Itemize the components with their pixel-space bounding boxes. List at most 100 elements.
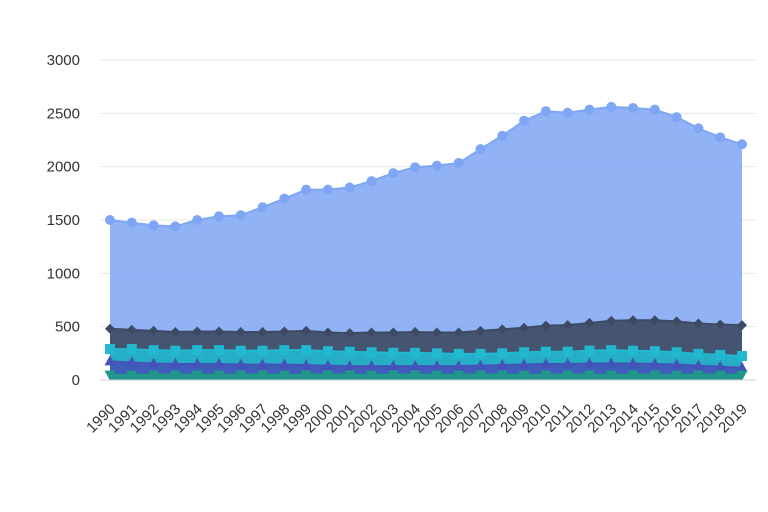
series-3-point[interactable] bbox=[671, 347, 682, 358]
series-2-point[interactable] bbox=[410, 327, 421, 337]
series-2-point[interactable] bbox=[322, 327, 333, 338]
series-5-point[interactable] bbox=[518, 370, 530, 381]
series-5-point[interactable] bbox=[169, 370, 181, 381]
series-2-point[interactable] bbox=[431, 327, 442, 338]
series-3-point[interactable] bbox=[148, 345, 159, 356]
series-4-point[interactable] bbox=[344, 360, 356, 371]
series-3-point[interactable] bbox=[475, 348, 486, 359]
series-3-point[interactable] bbox=[213, 345, 224, 356]
series-4-point[interactable] bbox=[736, 361, 748, 372]
series-2-point[interactable] bbox=[715, 319, 726, 330]
series-4-point[interactable] bbox=[387, 360, 399, 371]
series-1-point[interactable] bbox=[475, 144, 486, 155]
series-1-point[interactable] bbox=[540, 106, 551, 117]
series-4-point[interactable] bbox=[583, 357, 595, 368]
series-3-point[interactable] bbox=[628, 345, 639, 356]
series-3-point[interactable] bbox=[453, 348, 464, 359]
series-2-point[interactable] bbox=[257, 327, 268, 337]
series-2-point[interactable] bbox=[192, 326, 203, 337]
series-2-point[interactable] bbox=[366, 327, 377, 338]
series-1-point[interactable] bbox=[126, 217, 137, 228]
series-5-point[interactable] bbox=[213, 370, 225, 381]
series-1-point[interactable] bbox=[213, 211, 224, 222]
series-1-point[interactable] bbox=[737, 139, 747, 150]
series-5-point[interactable] bbox=[583, 370, 595, 381]
series-3-point[interactable] bbox=[431, 348, 442, 359]
series-5-point[interactable] bbox=[235, 370, 247, 381]
series-3-point[interactable] bbox=[410, 347, 421, 358]
series-3-point[interactable] bbox=[170, 345, 181, 356]
series-3-point[interactable] bbox=[715, 349, 726, 360]
series-1-point[interactable] bbox=[584, 104, 595, 115]
series-3-point[interactable] bbox=[279, 345, 290, 356]
series-4-point[interactable] bbox=[714, 360, 726, 371]
series-1-point[interactable] bbox=[693, 123, 704, 134]
series-5-point[interactable] bbox=[671, 370, 683, 381]
series-3-point[interactable] bbox=[235, 345, 246, 356]
series-5-point[interactable] bbox=[322, 370, 334, 381]
series-2-point[interactable] bbox=[105, 323, 115, 334]
series-4-point[interactable] bbox=[649, 358, 661, 368]
series-3-point[interactable] bbox=[562, 346, 573, 357]
series-4-point[interactable] bbox=[104, 355, 116, 366]
series-1-point[interactable] bbox=[649, 104, 660, 115]
series-5-point[interactable] bbox=[736, 370, 748, 381]
series-3-point[interactable] bbox=[649, 346, 660, 357]
series-1-point[interactable] bbox=[148, 220, 159, 231]
series-2-point[interactable] bbox=[301, 325, 312, 336]
series-4-point[interactable] bbox=[126, 356, 138, 367]
series-5-point[interactable] bbox=[692, 370, 704, 381]
series-1-point[interactable] bbox=[301, 184, 312, 195]
series-3-point[interactable] bbox=[584, 345, 595, 356]
series-5-point[interactable] bbox=[366, 370, 378, 381]
series-3-point[interactable] bbox=[105, 344, 115, 355]
series-2-point[interactable] bbox=[540, 320, 551, 331]
series-1-point[interactable] bbox=[628, 103, 639, 113]
series-5-point[interactable] bbox=[540, 370, 552, 381]
series-4-point[interactable] bbox=[474, 359, 486, 370]
series-5-point[interactable] bbox=[278, 370, 290, 381]
series-3-point[interactable] bbox=[497, 348, 508, 359]
series-3-point[interactable] bbox=[366, 347, 377, 358]
series-4-point[interactable] bbox=[257, 358, 269, 369]
series-4-point[interactable] bbox=[671, 358, 683, 369]
series-2-point[interactable] bbox=[453, 327, 464, 338]
series-3-point[interactable] bbox=[301, 345, 312, 356]
series-5-point[interactable] bbox=[649, 370, 661, 381]
series-1-point[interactable] bbox=[519, 115, 530, 126]
series-2-point[interactable] bbox=[562, 320, 573, 331]
series-1-point[interactable] bbox=[366, 176, 377, 187]
series-1-point[interactable] bbox=[715, 132, 726, 143]
series-3-point[interactable] bbox=[388, 347, 399, 358]
series-5-point[interactable] bbox=[126, 370, 138, 381]
series-4-point[interactable] bbox=[431, 360, 443, 371]
series-3-point[interactable] bbox=[344, 346, 355, 357]
series-2-point[interactable] bbox=[606, 315, 617, 326]
series-3-point[interactable] bbox=[257, 345, 268, 356]
series-4-point[interactable] bbox=[518, 358, 530, 369]
series-5-point[interactable] bbox=[387, 370, 399, 381]
series-2-point[interactable] bbox=[693, 318, 704, 329]
series-1-point[interactable] bbox=[170, 221, 181, 232]
series-4-point[interactable] bbox=[300, 359, 312, 370]
series-4-point[interactable] bbox=[169, 358, 181, 368]
series-2-point[interactable] bbox=[584, 317, 595, 328]
series-4-point[interactable] bbox=[409, 360, 421, 371]
series-3-point[interactable] bbox=[540, 346, 551, 357]
series-1-point[interactable] bbox=[344, 182, 355, 193]
series-5-point[interactable] bbox=[257, 370, 269, 381]
series-1-point[interactable] bbox=[105, 215, 115, 225]
series-1-point[interactable] bbox=[192, 215, 203, 225]
series-4-point[interactable] bbox=[322, 359, 334, 370]
series-2-point[interactable] bbox=[170, 327, 181, 337]
series-1-point[interactable] bbox=[562, 107, 573, 118]
series-4-point[interactable] bbox=[692, 359, 704, 370]
series-4-point[interactable] bbox=[496, 359, 508, 370]
series-4-point[interactable] bbox=[453, 360, 465, 371]
series-4-point[interactable] bbox=[278, 358, 290, 369]
series-1-point[interactable] bbox=[606, 101, 617, 112]
series-1-point[interactable] bbox=[410, 162, 421, 173]
series-2-point[interactable] bbox=[344, 328, 355, 339]
series-2-point[interactable] bbox=[737, 320, 747, 331]
series-3-point[interactable] bbox=[606, 345, 617, 356]
